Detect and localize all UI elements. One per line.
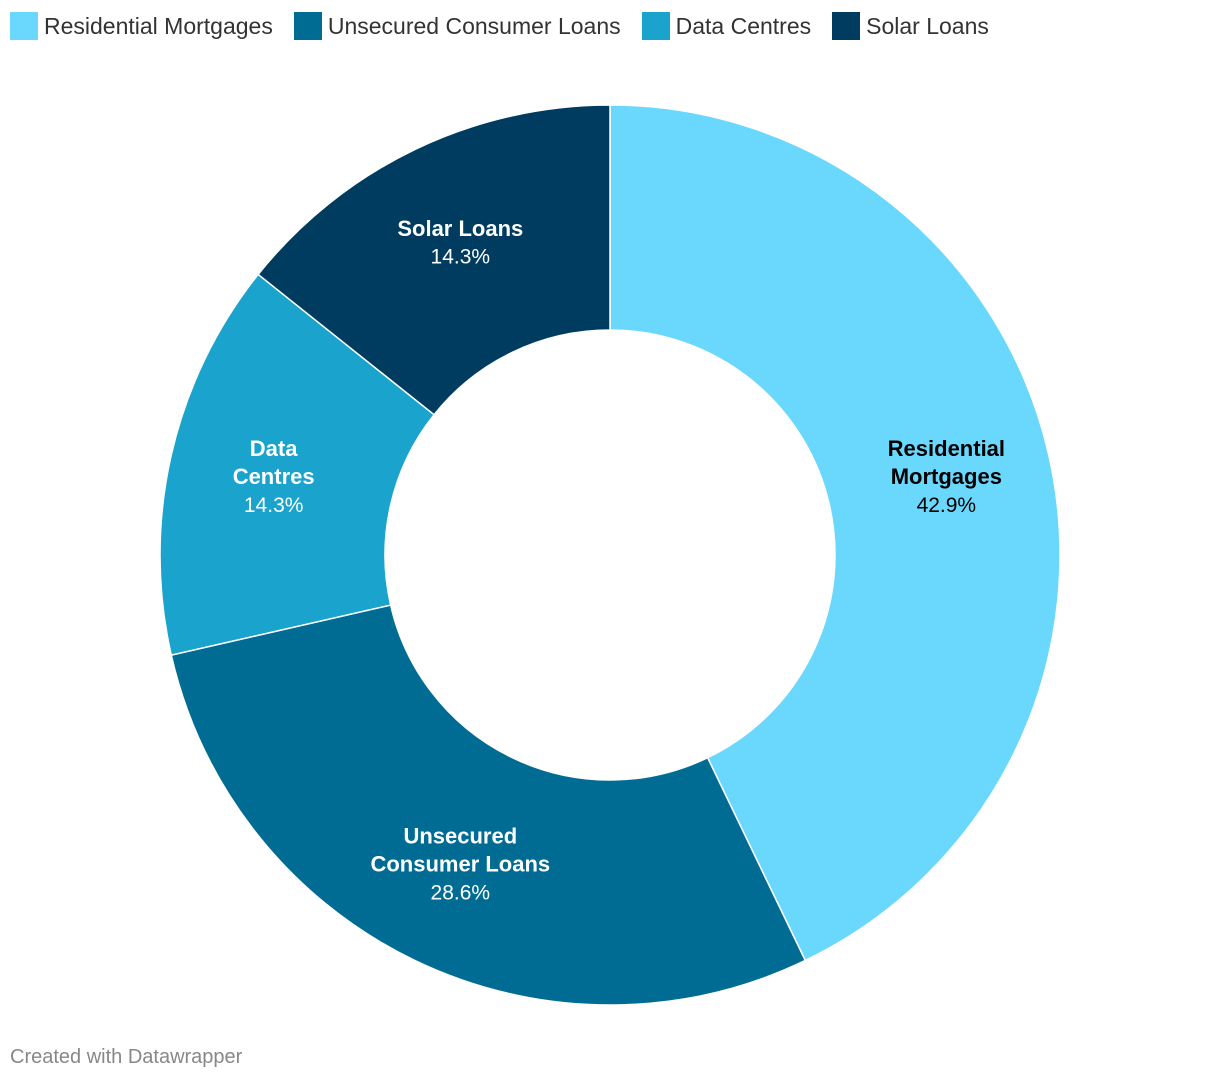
created-with-credit: Created with Datawrapper bbox=[10, 1046, 243, 1068]
legend-label: Residential Mortgages bbox=[44, 13, 273, 39]
legend-label: Solar Loans bbox=[866, 13, 989, 39]
slice-label-name: Mortgages bbox=[891, 464, 1002, 489]
legend-swatch bbox=[832, 12, 861, 40]
legend-label: Data Centres bbox=[675, 13, 812, 39]
legend-swatch bbox=[10, 12, 38, 40]
donut-slice-solar-loans[interactable] bbox=[257, 104, 611, 416]
legend-swatch bbox=[641, 12, 670, 40]
legend-item-solar-loans[interactable]: Solar Loans bbox=[832, 12, 989, 40]
donut-slice-unsecured-consumer-loans[interactable] bbox=[170, 604, 807, 1006]
slice-label-name: Unsecured bbox=[403, 824, 517, 849]
donut-slice-residential-mortgages[interactable] bbox=[609, 104, 1061, 962]
legend-item-unsecured-consumer-loans[interactable]: Unsecured Consumer Loans bbox=[293, 12, 621, 40]
donut-labels: Residential Mortgages 42.9% Unsecured Consum… bbox=[233, 216, 1005, 904]
slice-label-value: 28.6% bbox=[431, 881, 491, 904]
legend-swatch bbox=[293, 12, 322, 40]
slice-label-name: Consumer Loans bbox=[370, 852, 550, 877]
legend-item-residential-mortgages[interactable]: Residential Mortgages bbox=[10, 12, 273, 40]
slice-label-value: 42.9% bbox=[917, 494, 977, 517]
chart-legend: Residential Mortgages Unsecured Consumer… bbox=[10, 12, 989, 40]
slice-label-name: Residential bbox=[888, 436, 1005, 461]
slice-label-name: Centres bbox=[233, 464, 315, 489]
slice-label-name: Solar Loans bbox=[397, 216, 523, 241]
slice-label-name: Data bbox=[250, 436, 298, 461]
legend-item-data-centres[interactable]: Data Centres bbox=[641, 12, 812, 40]
legend-label: Unsecured Consumer Loans bbox=[327, 13, 621, 39]
donut-slice-data-centres[interactable] bbox=[159, 273, 436, 657]
donut-slices bbox=[159, 104, 1061, 1006]
slice-label-value: 14.3% bbox=[431, 246, 491, 269]
slice-label-value: 14.3% bbox=[244, 494, 304, 517]
